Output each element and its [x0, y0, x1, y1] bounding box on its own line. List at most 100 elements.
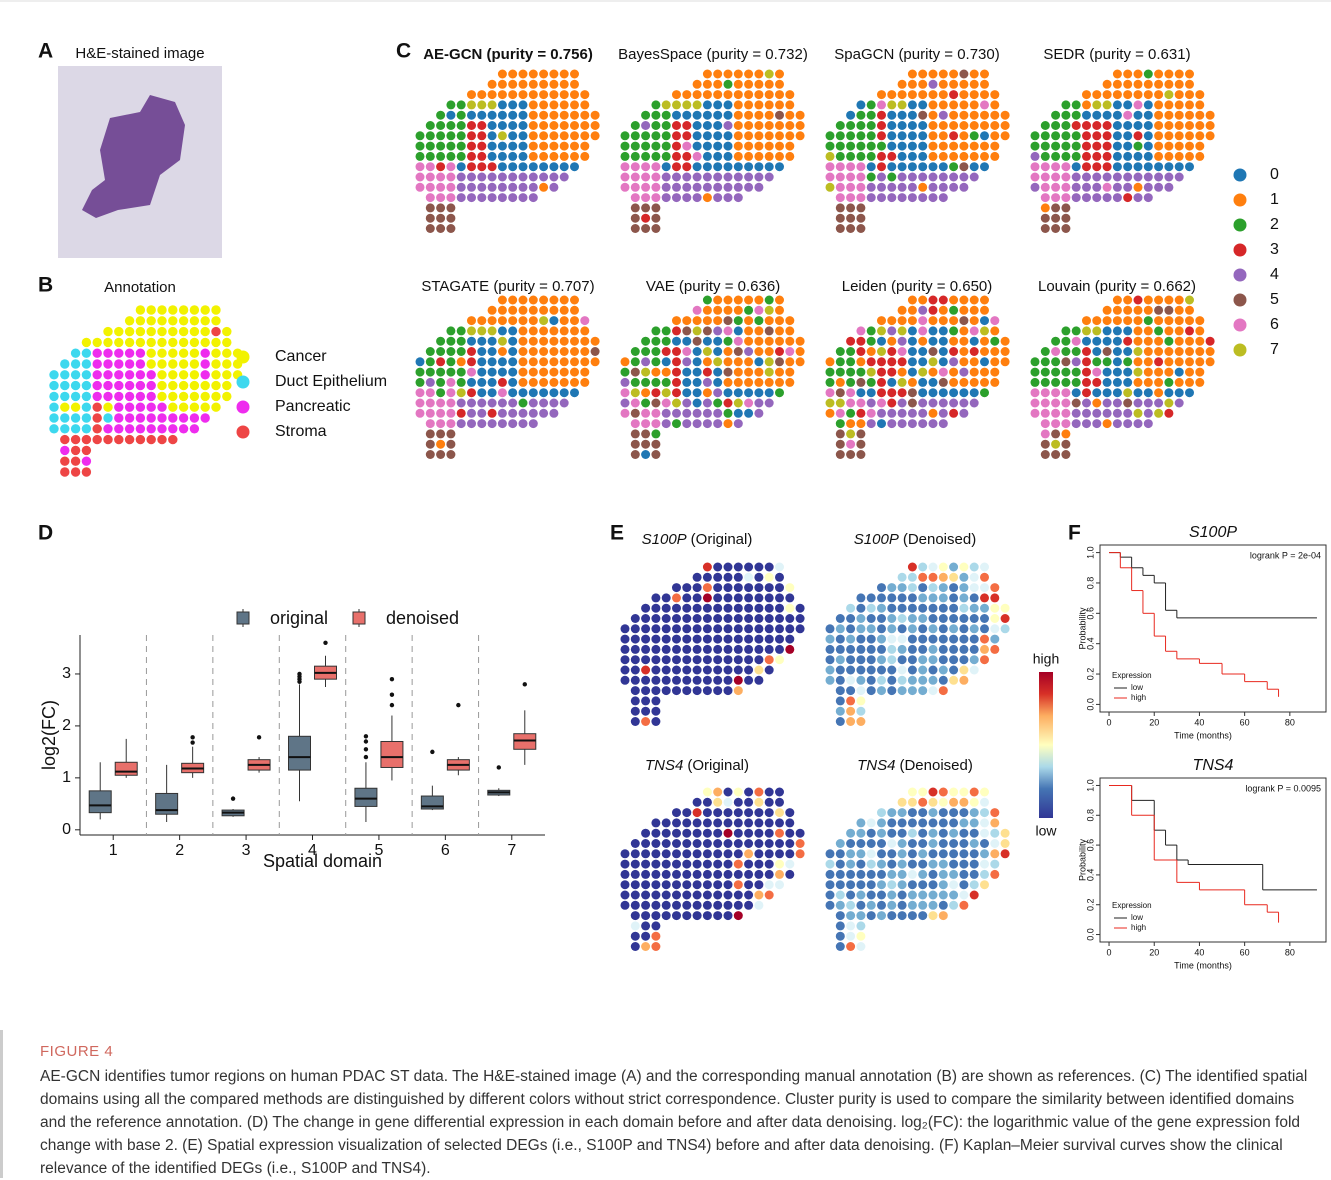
cluster-spot [856, 378, 865, 387]
expression-spot [775, 604, 784, 613]
cluster-spot [560, 326, 569, 335]
x-tick-label: 20 [1149, 947, 1159, 957]
cluster-spot [867, 193, 876, 202]
cluster-spot [713, 306, 722, 315]
cluster-spot [949, 152, 958, 161]
cluster-spot [713, 388, 722, 397]
cluster-spot [560, 70, 569, 79]
cluster-spot [446, 347, 455, 356]
cluster-spot [1041, 193, 1050, 202]
annotation-spot [222, 392, 231, 401]
cluster-spot [488, 121, 497, 130]
cluster-spot [1103, 306, 1112, 315]
cluster-spot [744, 409, 753, 418]
cluster-spot [959, 90, 968, 99]
cluster-spot [785, 337, 794, 346]
expression-spot [775, 645, 784, 654]
x-tick-label: 1 [109, 842, 118, 859]
cluster-spot [1051, 131, 1060, 140]
annotation-spot [93, 359, 102, 368]
cluster-spot [1041, 142, 1050, 151]
cluster-spot [519, 131, 528, 140]
cluster-spot [539, 399, 548, 408]
expression-spot [887, 676, 896, 685]
cluster-spot [662, 347, 671, 356]
cluster-spot [713, 326, 722, 335]
cluster-spot [785, 316, 794, 325]
cluster-spot [754, 388, 763, 397]
cluster-spot [539, 357, 548, 366]
gene-name: S100P [642, 531, 687, 548]
cluster-spot [826, 152, 835, 161]
cluster-spot [846, 409, 855, 418]
cluster-spot [1041, 214, 1050, 223]
cluster-spot [467, 183, 476, 192]
expression-spot [693, 614, 702, 623]
expression-spot [867, 686, 876, 695]
cluster-spot [918, 409, 927, 418]
x-tick-label: 2 [175, 842, 184, 859]
cluster-spot [1041, 131, 1050, 140]
expression-spot [908, 604, 917, 613]
cluster-spot [765, 378, 774, 387]
cluster-spot [446, 429, 455, 438]
cluster-spot [682, 316, 691, 325]
cluster-spot [477, 368, 486, 377]
cluster-spot [693, 347, 702, 356]
cluster-spot [539, 296, 548, 305]
expression-spot [980, 563, 989, 572]
annotation-spot [71, 381, 80, 390]
cluster-spot [1123, 357, 1132, 366]
expression-spot [734, 563, 743, 572]
cluster-spot [1001, 121, 1010, 130]
cluster-spot [846, 131, 855, 140]
cluster-spot [939, 368, 948, 377]
cluster-spot [539, 111, 548, 120]
cluster-spot [1041, 203, 1050, 212]
legend-label: Duct Epithelium [275, 373, 387, 390]
expression-spot [836, 849, 845, 858]
cluster-spot [457, 100, 466, 109]
annotation-spot [103, 413, 112, 422]
cluster-spot [1175, 326, 1184, 335]
cluster-spot [529, 70, 538, 79]
expression-spot [713, 676, 722, 685]
cluster-spot [488, 337, 497, 346]
cluster-spot [970, 368, 979, 377]
cluster-spot [631, 131, 640, 140]
expression-spot [856, 860, 865, 869]
expression-spot [826, 901, 835, 910]
annotation-spot [114, 381, 123, 390]
expression-spot [877, 583, 886, 592]
cluster-spot [641, 399, 650, 408]
legend-label: 6 [1270, 316, 1279, 333]
expression-spot [754, 880, 763, 889]
expression-spot [990, 635, 999, 644]
expression-spot [929, 891, 938, 900]
annotation-spot [93, 424, 102, 433]
legend-swatch [1234, 244, 1247, 257]
expression-spot [898, 829, 907, 838]
cluster-spot [1164, 121, 1173, 130]
expression-spot [662, 635, 671, 644]
cluster-spot [1134, 388, 1143, 397]
expression-spot [898, 593, 907, 602]
cluster-spot [488, 347, 497, 356]
expression-spot [775, 798, 784, 807]
expression-spot [970, 891, 979, 900]
cluster-spot [1164, 90, 1173, 99]
cluster-spot [1195, 111, 1204, 120]
cluster-spot [1072, 357, 1081, 366]
cluster-spot [1031, 131, 1040, 140]
expression-spot [959, 891, 968, 900]
expression-spot [621, 901, 630, 910]
expression-spot [939, 808, 948, 817]
expression-spot [744, 891, 753, 900]
map-title: TNS4(Denoised) [857, 757, 973, 774]
cluster-spot [785, 100, 794, 109]
expression-spot [682, 624, 691, 633]
cluster-spot [1164, 111, 1173, 120]
cluster-spot [539, 347, 548, 356]
expression-spot [939, 839, 948, 848]
expression-spot [713, 901, 722, 910]
